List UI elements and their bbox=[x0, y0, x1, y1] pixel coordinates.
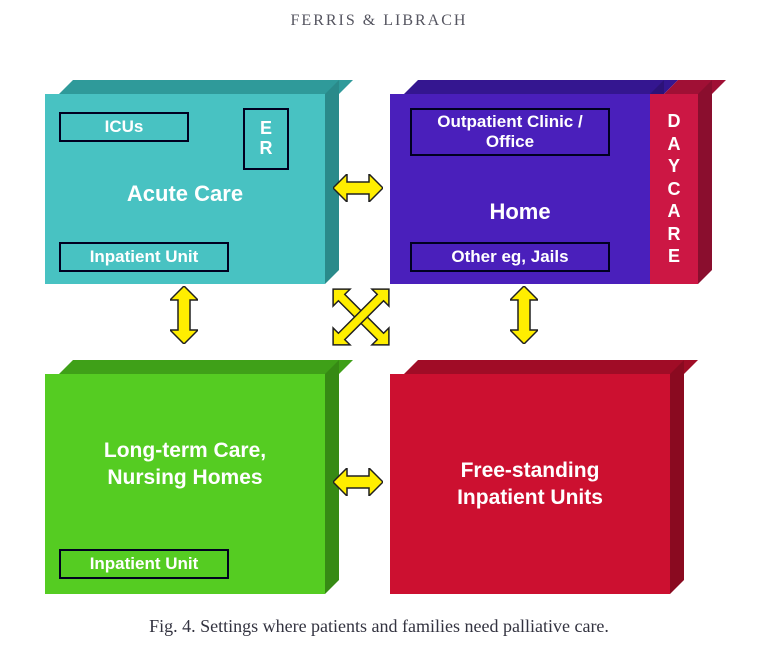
subbox-inpatient-unit: Inpatient Unit bbox=[59, 549, 229, 579]
arrow-acute-longterm bbox=[170, 286, 198, 344]
block-acute-care: Acute Care ICUs ER Inpatient Unit bbox=[45, 80, 339, 284]
block-top-face bbox=[404, 80, 678, 94]
block-free-standing: Free-standingInpatient Units bbox=[390, 360, 684, 594]
block-title: Free-standingInpatient Units bbox=[457, 457, 603, 512]
subbox-other-jails: Other eg, Jails bbox=[410, 242, 610, 272]
diagram-container: Acute Care ICUs ER Inpatient Unit Home O… bbox=[0, 40, 758, 610]
subbox-inpatient-unit: Inpatient Unit bbox=[59, 242, 229, 272]
block-front-face: Free-standingInpatient Units bbox=[390, 374, 670, 594]
subbox-icus: ICUs bbox=[59, 112, 189, 142]
block-title: Acute Care bbox=[127, 181, 243, 207]
block-title: Home bbox=[489, 199, 550, 225]
block-daycare: DAYCARE bbox=[650, 80, 712, 284]
block-side-face bbox=[670, 360, 684, 594]
arrow-cross-diagonal bbox=[330, 286, 392, 353]
block-title: Long-term Care,Nursing Homes bbox=[104, 437, 266, 492]
arrow-longterm-free bbox=[333, 468, 383, 496]
block-front-face: DAYCARE bbox=[650, 94, 698, 284]
block-home: Home Outpatient Clinic / Office Other eg… bbox=[390, 80, 664, 284]
block-longterm-care: Long-term Care,Nursing Homes Inpatient U… bbox=[45, 360, 339, 594]
block-side-face bbox=[698, 80, 712, 284]
block-top-face bbox=[664, 80, 726, 94]
subbox-outpatient: Outpatient Clinic / Office bbox=[410, 108, 610, 156]
subbox-er: ER bbox=[243, 108, 289, 170]
block-top-face bbox=[404, 360, 698, 374]
block-top-face bbox=[59, 80, 353, 94]
arrow-acute-home bbox=[333, 174, 383, 202]
figure-caption: Fig. 4. Settings where patients and fami… bbox=[0, 616, 758, 637]
arrow-home-free bbox=[510, 286, 538, 344]
block-top-face bbox=[59, 360, 353, 374]
page-header: FERRIS & LIBRACH bbox=[0, 0, 758, 30]
